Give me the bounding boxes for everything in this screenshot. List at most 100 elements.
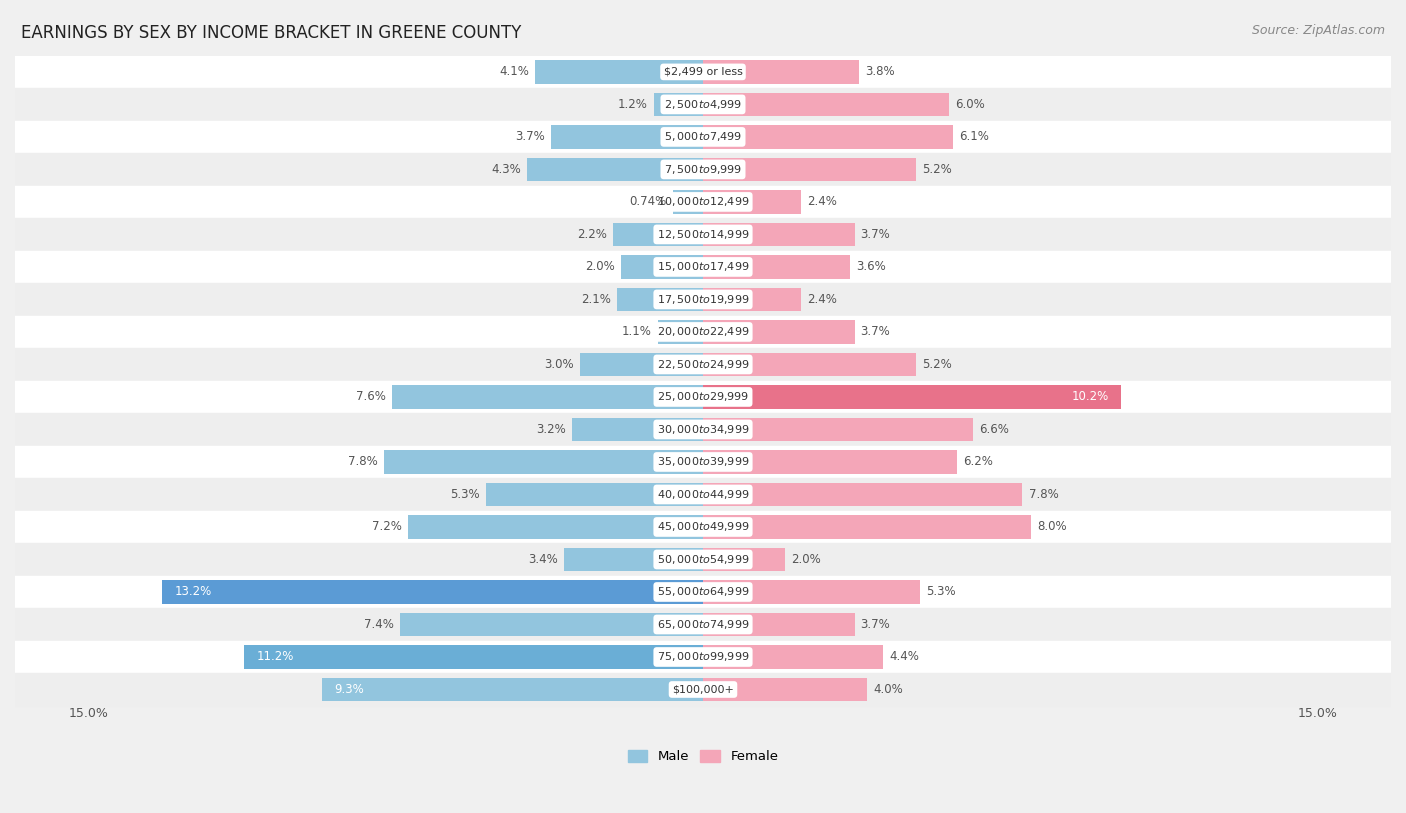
Bar (564, 548, 703, 572)
Bar (703, 190, 801, 214)
Text: EARNINGS BY SEX BY INCOME BRACKET IN GREENE COUNTY: EARNINGS BY SEX BY INCOME BRACKET IN GRE… (21, 24, 522, 42)
Bar (7, 511, 1399, 543)
Bar (322, 678, 703, 701)
Text: 2.4%: 2.4% (807, 195, 838, 208)
Bar (703, 483, 1022, 506)
Bar (527, 158, 703, 181)
Text: $20,000 to $22,499: $20,000 to $22,499 (657, 325, 749, 338)
Text: 2.0%: 2.0% (585, 260, 614, 273)
Bar (703, 353, 915, 376)
Bar (703, 515, 1031, 539)
Text: 7.4%: 7.4% (364, 618, 394, 631)
Bar (7, 576, 1399, 608)
Text: 6.1%: 6.1% (959, 130, 988, 143)
Text: $5,000 to $7,499: $5,000 to $7,499 (664, 130, 742, 143)
Bar (703, 223, 855, 246)
Text: 7.2%: 7.2% (373, 520, 402, 533)
Bar (163, 580, 703, 604)
Text: 7.8%: 7.8% (347, 455, 377, 468)
Bar (703, 320, 855, 344)
Text: $12,500 to $14,999: $12,500 to $14,999 (657, 228, 749, 241)
Bar (7, 608, 1399, 641)
Text: 2.1%: 2.1% (581, 293, 610, 306)
Bar (703, 93, 949, 116)
Text: 13.2%: 13.2% (174, 585, 212, 598)
Bar (7, 446, 1399, 478)
Bar (7, 673, 1399, 706)
Bar (703, 450, 957, 474)
Text: 3.6%: 3.6% (856, 260, 886, 273)
Text: 0.74%: 0.74% (630, 195, 666, 208)
Bar (408, 515, 703, 539)
Bar (703, 255, 851, 279)
Text: 3.0%: 3.0% (544, 358, 574, 371)
Text: $17,500 to $19,999: $17,500 to $19,999 (657, 293, 749, 306)
Text: 3.2%: 3.2% (536, 423, 565, 436)
Text: $10,000 to $12,499: $10,000 to $12,499 (657, 195, 749, 208)
Text: $7,500 to $9,999: $7,500 to $9,999 (664, 163, 742, 176)
Text: 4.3%: 4.3% (491, 163, 520, 176)
Text: 2.2%: 2.2% (576, 228, 607, 241)
Text: 3.7%: 3.7% (860, 228, 890, 241)
Bar (7, 185, 1399, 218)
Text: $65,000 to $74,999: $65,000 to $74,999 (657, 618, 749, 631)
Legend: Male, Female: Male, Female (623, 745, 783, 769)
Text: 3.7%: 3.7% (860, 325, 890, 338)
Bar (7, 218, 1399, 250)
Text: 6.2%: 6.2% (963, 455, 993, 468)
Bar (7, 348, 1399, 380)
Bar (7, 250, 1399, 283)
Bar (703, 646, 883, 668)
Bar (7, 543, 1399, 576)
Text: 15.0%: 15.0% (1298, 707, 1337, 720)
Bar (399, 613, 703, 637)
Text: $50,000 to $54,999: $50,000 to $54,999 (657, 553, 749, 566)
Bar (572, 418, 703, 441)
Bar (384, 450, 703, 474)
Text: 4.0%: 4.0% (873, 683, 903, 696)
Text: $35,000 to $39,999: $35,000 to $39,999 (657, 455, 749, 468)
Text: 6.0%: 6.0% (955, 98, 984, 111)
Text: 3.7%: 3.7% (860, 618, 890, 631)
Text: $22,500 to $24,999: $22,500 to $24,999 (657, 358, 749, 371)
Bar (654, 93, 703, 116)
Bar (703, 418, 973, 441)
Text: $2,499 or less: $2,499 or less (664, 67, 742, 77)
Text: 2.4%: 2.4% (807, 293, 838, 306)
Text: 6.6%: 6.6% (980, 423, 1010, 436)
Bar (703, 678, 868, 701)
Text: 3.8%: 3.8% (865, 65, 894, 78)
Bar (7, 120, 1399, 153)
Bar (7, 283, 1399, 315)
Text: $40,000 to $44,999: $40,000 to $44,999 (657, 488, 749, 501)
Bar (617, 288, 703, 311)
Bar (7, 88, 1399, 120)
Text: 4.1%: 4.1% (499, 65, 529, 78)
Text: $15,000 to $17,499: $15,000 to $17,499 (657, 260, 749, 273)
Bar (621, 255, 703, 279)
Bar (551, 125, 703, 149)
Text: 3.4%: 3.4% (527, 553, 558, 566)
Bar (245, 646, 703, 668)
Bar (703, 385, 1121, 409)
Text: $30,000 to $34,999: $30,000 to $34,999 (657, 423, 749, 436)
Text: $2,500 to $4,999: $2,500 to $4,999 (664, 98, 742, 111)
Text: 7.6%: 7.6% (356, 390, 385, 403)
Bar (7, 413, 1399, 446)
Text: 5.3%: 5.3% (927, 585, 956, 598)
Bar (7, 641, 1399, 673)
Bar (392, 385, 703, 409)
Text: 2.0%: 2.0% (792, 553, 821, 566)
Text: 7.8%: 7.8% (1029, 488, 1059, 501)
Text: Source: ZipAtlas.com: Source: ZipAtlas.com (1251, 24, 1385, 37)
Bar (703, 125, 953, 149)
Text: $75,000 to $99,999: $75,000 to $99,999 (657, 650, 749, 663)
Bar (7, 153, 1399, 185)
Text: 5.2%: 5.2% (922, 358, 952, 371)
Text: $45,000 to $49,999: $45,000 to $49,999 (657, 520, 749, 533)
Bar (658, 320, 703, 344)
Text: 5.2%: 5.2% (922, 163, 952, 176)
Bar (7, 380, 1399, 413)
Bar (703, 548, 785, 572)
Bar (7, 55, 1399, 88)
